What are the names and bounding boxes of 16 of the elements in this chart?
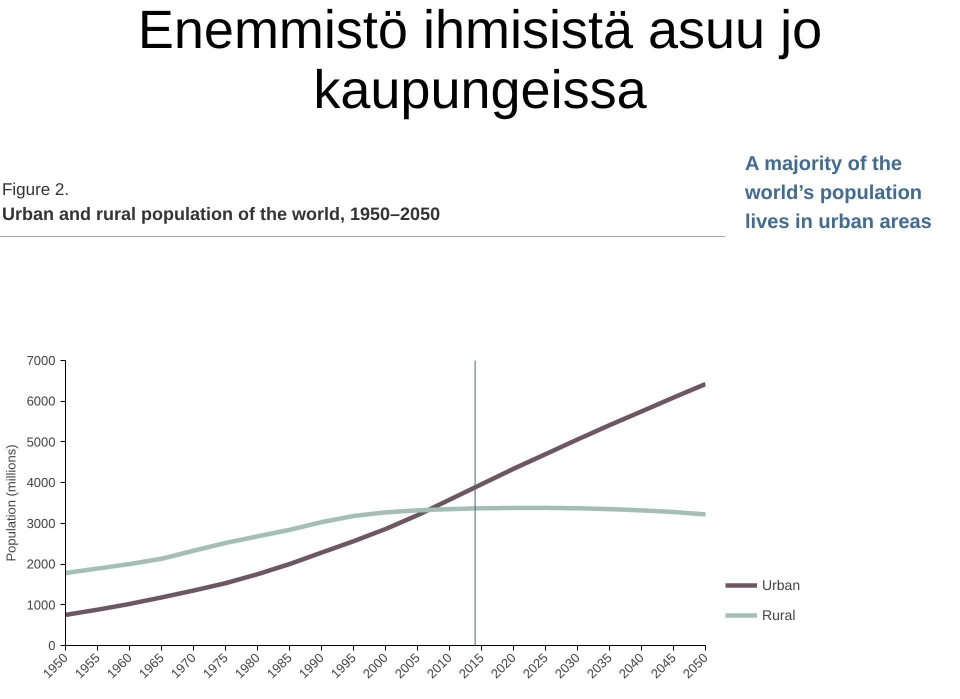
y-tick-label: 6000 xyxy=(26,394,56,409)
y-tick-label: 2000 xyxy=(26,556,56,572)
text: A majority of the world’s population lives in urban areas xyxy=(745,152,933,235)
legend-label: Rural xyxy=(762,607,796,623)
chart-subtitle: Figure 2. Urban and rural population of the world, 1950–2050 xyxy=(2,179,442,226)
y-tick-label: 4000 xyxy=(26,475,56,490)
y-axis-title: Population (millions) xyxy=(4,444,19,562)
legend-label: Urban xyxy=(762,577,800,593)
y-tick-label: 3000 xyxy=(26,516,56,531)
y-tick-label: 1000 xyxy=(26,597,56,612)
y-tick-label: 7000 xyxy=(26,353,56,368)
y-tick-label: 0 xyxy=(48,638,56,653)
line-series xyxy=(66,506,706,576)
y-tick-label: 5000 xyxy=(26,434,56,450)
line-series xyxy=(66,382,706,618)
chart-title: Enemmistö ihmisistä asuu jo kaupungeissa xyxy=(136,0,824,120)
